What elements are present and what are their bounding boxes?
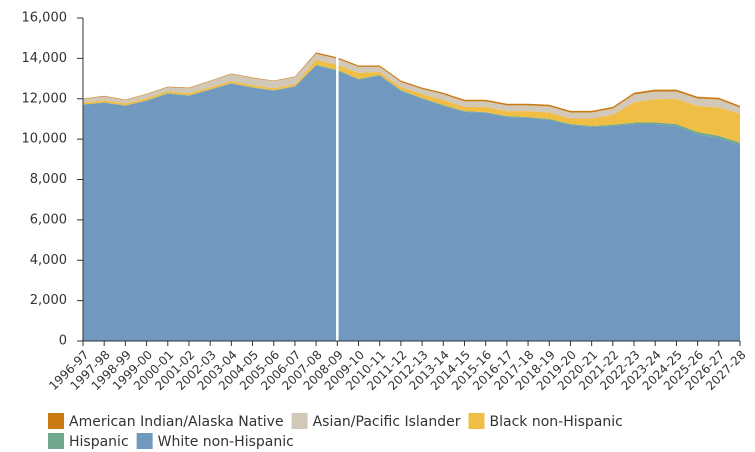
legend-swatch bbox=[291, 413, 308, 429]
y-tick-label: 0 bbox=[59, 334, 67, 349]
y-tick-label: 12,000 bbox=[22, 91, 68, 106]
y-tick-label: 14,000 bbox=[22, 51, 68, 66]
area bbox=[83, 53, 740, 119]
legend-label: Black non-Hispanic bbox=[490, 414, 623, 430]
legend-swatch bbox=[468, 413, 485, 429]
y-tick-label: 6,000 bbox=[30, 212, 67, 227]
legend-label: White non-Hispanic bbox=[158, 434, 294, 450]
legend-swatch bbox=[136, 433, 153, 449]
y-tick-label: 2,000 bbox=[30, 293, 67, 308]
legend-label: Asian/Pacific Islander bbox=[313, 414, 461, 430]
area bbox=[83, 65, 740, 342]
y-tick-label: 10,000 bbox=[22, 132, 68, 147]
legend-label: American Indian/Alaska Native bbox=[69, 414, 284, 430]
legend-label: Hispanic bbox=[69, 434, 129, 450]
area bbox=[83, 59, 740, 143]
legend-swatch bbox=[48, 413, 64, 429]
area bbox=[83, 64, 740, 146]
y-tick-label: 8,000 bbox=[30, 172, 67, 187]
y-tick-label: 4,000 bbox=[30, 253, 67, 268]
legend-swatch bbox=[48, 433, 64, 449]
y-tick-label: 16,000 bbox=[22, 11, 68, 26]
